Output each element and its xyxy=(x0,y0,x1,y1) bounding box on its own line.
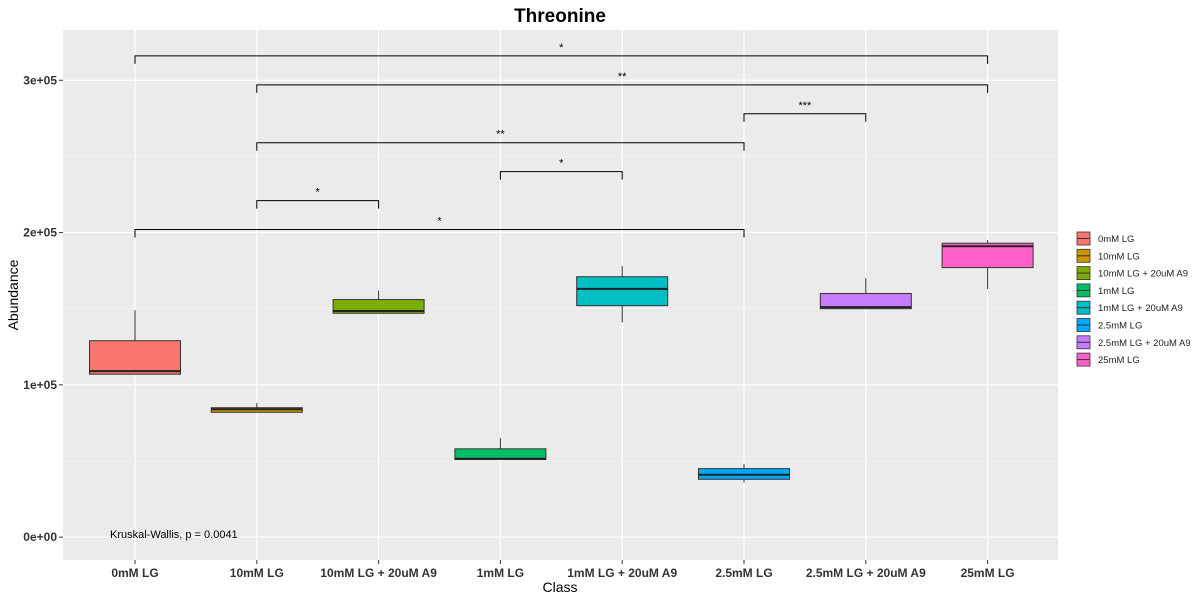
significance-label: *** xyxy=(798,100,812,112)
legend-item: 2.5mM LG xyxy=(1076,318,1142,332)
legend: 0mM LG 10mM LG 10mM LG + 20uM A9 1mM LG 1mM … xyxy=(1076,231,1191,367)
significance-bracket xyxy=(256,142,745,151)
box-body xyxy=(819,292,912,310)
y-axis-title: Abundance xyxy=(5,259,21,330)
y-tick-label: 1e+05 xyxy=(23,378,57,392)
box-1 xyxy=(89,310,181,375)
x-tick-label: 10mM LG xyxy=(230,566,284,580)
y-axis: 0e+00 1e+05 2e+05 3e+05 xyxy=(23,73,63,544)
legend-label: 1mM LG xyxy=(1098,286,1134,297)
box-5 xyxy=(576,266,669,323)
x-tick-label: 10mM LG + 20uM A9 xyxy=(320,566,437,580)
box-body xyxy=(89,340,181,375)
legend-item: 1mM LG xyxy=(1076,283,1134,298)
legend-label: 10mM LG xyxy=(1098,251,1140,262)
box-6 xyxy=(698,464,790,483)
box-2 xyxy=(210,403,303,413)
box-body xyxy=(576,276,669,307)
legend-label: 0mM LG xyxy=(1098,234,1134,245)
significance-bracket xyxy=(743,113,867,122)
significance-bracket xyxy=(499,171,623,180)
legend-item: 10mM LG xyxy=(1076,248,1140,263)
y-tick-label: 2e+05 xyxy=(23,226,57,240)
box-7 xyxy=(819,278,912,310)
box-4 xyxy=(454,438,547,460)
significance-label: * xyxy=(437,216,442,228)
box-body xyxy=(332,299,425,314)
legend-label: 10mM LG + 20uM A9 xyxy=(1098,269,1188,280)
x-tick-label: 1mM LG xyxy=(477,566,524,580)
legend-label: 25mM LG xyxy=(1098,355,1140,366)
significance-bracket xyxy=(134,55,989,64)
significance-label: ** xyxy=(496,129,505,141)
legend-item: 25mM LG xyxy=(1076,352,1140,367)
legend-item: 0mM LG xyxy=(1076,231,1134,246)
y-tick-label: 3e+05 xyxy=(23,73,57,87)
legend-label: 2.5mM LG + 20uM A9 xyxy=(1098,338,1191,349)
x-tick-label: 2.5mM LG xyxy=(715,566,772,580)
significance-label: * xyxy=(559,42,564,54)
significance-bracket xyxy=(256,200,380,209)
x-tick-label: 25mM LG xyxy=(961,566,1015,580)
boxes xyxy=(89,240,1034,483)
legend-item: 1mM LG + 20uM A9 xyxy=(1076,300,1183,315)
box-3 xyxy=(332,290,425,314)
significance-label: * xyxy=(559,158,564,170)
significance-label: ** xyxy=(618,71,627,83)
significance-bracket xyxy=(256,84,989,93)
x-axis: 0mM LG 10mM LG 10mM LG + 20uM A9 1mM LG 1mM … xyxy=(111,560,1015,580)
y-tick-label: 0e+00 xyxy=(23,530,57,544)
kruskal-wallis-annotation: Kruskal-Wallis, p = 0.0041 xyxy=(110,529,238,541)
significance-bracket xyxy=(134,229,745,238)
x-tick-label: 2.5mM LG + 20uM A9 xyxy=(806,566,926,580)
legend-item: 10mM LG + 20uM A9 xyxy=(1076,266,1188,281)
legend-item: 2.5mM LG + 20uM A9 xyxy=(1076,335,1191,350)
chart-title: Threonine xyxy=(514,6,606,27)
x-axis-title: Class xyxy=(542,579,577,595)
significance-brackets: *********** xyxy=(134,42,989,238)
legend-label: 1mM LG + 20uM A9 xyxy=(1098,303,1183,314)
significance-label: * xyxy=(316,187,321,199)
x-tick-label: 1mM LG + 20uM A9 xyxy=(567,566,677,580)
legend-label: 2.5mM LG xyxy=(1098,321,1142,332)
x-tick-label: 0mM LG xyxy=(111,566,158,580)
box-8 xyxy=(941,240,1034,289)
box-body xyxy=(941,242,1034,269)
